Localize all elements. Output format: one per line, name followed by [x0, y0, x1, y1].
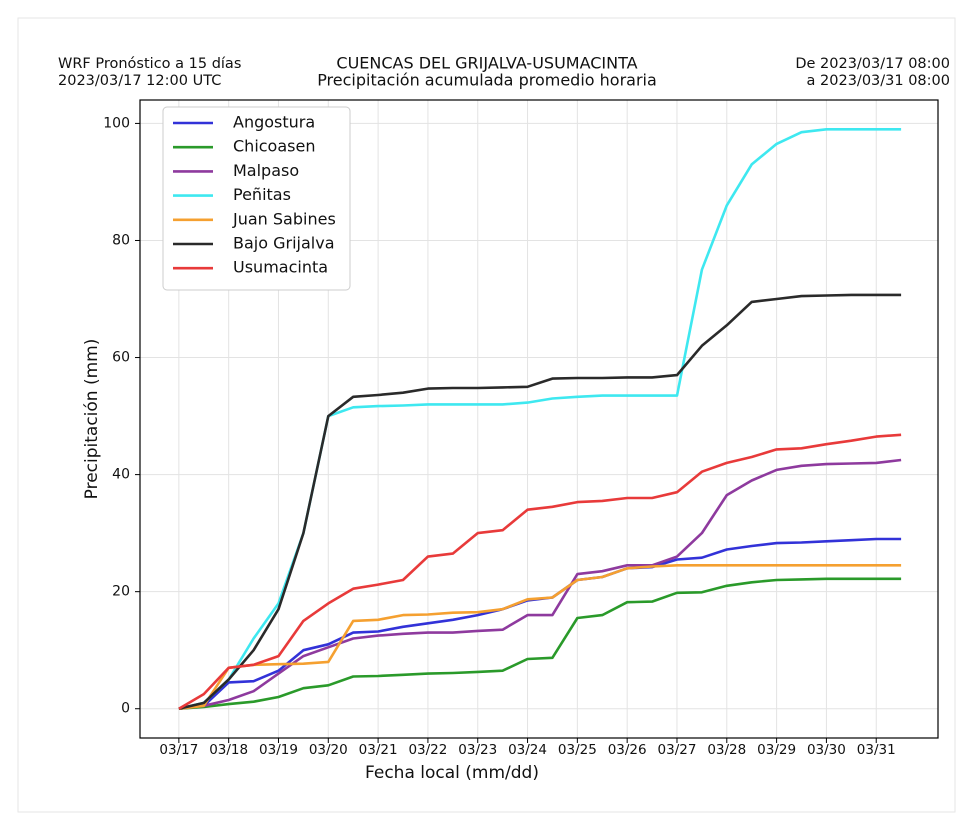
- y-tick-label: 40: [112, 467, 130, 483]
- y-axis-label: Precipitación (mm): [82, 339, 102, 500]
- header-text: WRF Pronóstico a 15 días: [58, 56, 241, 72]
- y-tick-label: 80: [112, 232, 130, 248]
- header-text: Precipitación acumulada promedio horaria: [317, 71, 657, 90]
- series-line: [178, 458, 902, 710]
- x-tick-label: 03/20: [309, 742, 348, 758]
- y-tick-label: 100: [103, 115, 130, 131]
- y-tick-label: 0: [121, 701, 130, 717]
- header-text: a 2023/03/31 08:00: [807, 73, 950, 89]
- x-tick-label: 03/30: [807, 742, 846, 758]
- x-tick-label: 03/27: [658, 742, 697, 758]
- legend-label: Usumacinta: [233, 258, 328, 277]
- series-line: [178, 293, 902, 710]
- x-tick-label: 03/22: [408, 742, 447, 758]
- header-text: 2023/03/17 12:00 UTC: [58, 73, 221, 89]
- y-tick-label: 20: [112, 584, 130, 600]
- header-text: CUENCAS DEL GRIJALVA-USUMACINTA: [336, 54, 637, 73]
- legend-label: Juan Sabines: [232, 209, 336, 228]
- series-line: [178, 564, 902, 710]
- legend-label: Bajo Grijalva: [233, 234, 335, 253]
- x-tick-label: 03/26: [608, 742, 647, 758]
- x-tick-label: 03/29: [757, 742, 796, 758]
- frame: [17, 17, 956, 813]
- legend-label: Chicoasen: [233, 137, 315, 156]
- x-tick-label: 03/23: [458, 742, 497, 758]
- x-tick-label: 03/24: [508, 742, 547, 758]
- x-tick-label: 03/21: [359, 742, 398, 758]
- x-axis-label: Fecha local (mm/dd): [365, 763, 539, 783]
- x-tick-label: 03/19: [259, 742, 298, 758]
- legend-label: Angostura: [233, 113, 315, 132]
- header-text: De 2023/03/17 08:00: [795, 56, 950, 72]
- legend-label: Malpaso: [233, 161, 299, 180]
- x-tick-label: 03/28: [707, 742, 746, 758]
- series-line: [178, 577, 902, 710]
- plot-frame: [139, 99, 939, 739]
- x-tick-label: 03/25: [558, 742, 597, 758]
- x-tick-label: 03/18: [209, 742, 248, 758]
- y-tick-label: 60: [112, 350, 130, 366]
- x-tick-label: 03/17: [159, 742, 198, 758]
- x-tick-label: 03/31: [857, 742, 896, 758]
- series-line: [178, 433, 902, 710]
- legend-label: Peñitas: [233, 185, 291, 204]
